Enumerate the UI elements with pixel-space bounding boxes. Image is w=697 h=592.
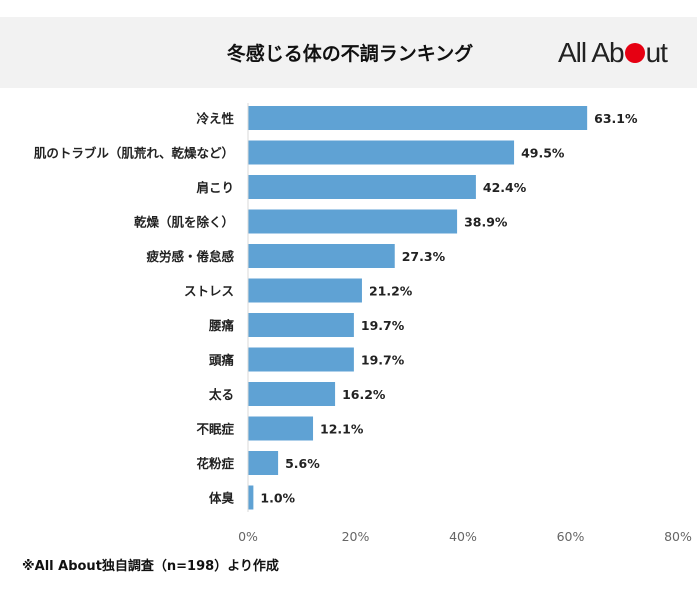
data-label: 1.0% <box>260 491 295 506</box>
bar <box>248 278 362 303</box>
red-dot-icon <box>624 43 645 63</box>
category-label: 肌のトラブル（肌荒れ、乾燥など） <box>33 146 234 161</box>
footnote: ※All About独自調査（n=198）より作成 <box>22 559 279 574</box>
data-label: 21.2% <box>369 284 413 299</box>
category-label: 頭痛 <box>209 353 235 368</box>
category-label: 乾燥（肌を除く） <box>134 215 234 230</box>
category-label: 太る <box>209 387 234 402</box>
header-band: 冬感じる体の不調ランキング All Ab ut <box>0 17 697 88</box>
x-tick-label: 20% <box>342 529 370 544</box>
bar <box>248 382 336 406</box>
chart-title: 冬感じる体の不調ランキング <box>226 43 474 65</box>
data-label: 63.1% <box>594 111 638 126</box>
category-label: 不眠症 <box>196 422 234 437</box>
data-label: 42.4% <box>483 180 527 195</box>
data-label: 19.7% <box>361 353 405 368</box>
data-label: 49.5% <box>521 146 565 161</box>
data-label: 19.7% <box>361 318 405 333</box>
category-label: 腰痛 <box>208 318 235 333</box>
data-label: 12.1% <box>320 422 364 437</box>
bar <box>248 175 476 199</box>
category-label: 花粉症 <box>196 456 234 471</box>
data-label: 38.9% <box>464 215 508 230</box>
bar <box>248 313 354 337</box>
bar <box>248 347 354 372</box>
category-label: 冷え性 <box>196 111 234 126</box>
bar <box>248 485 254 510</box>
x-tick-label: 40% <box>449 529 477 544</box>
bar <box>248 140 515 165</box>
bar <box>248 244 395 268</box>
data-label: 27.3% <box>402 249 446 264</box>
x-tick-label: 60% <box>557 529 585 544</box>
x-tick-label: 80% <box>664 529 692 544</box>
x-tick-label: 0% <box>238 529 258 544</box>
allabout-logo: All Ab ut <box>558 37 668 68</box>
category-label: 肩こり <box>196 180 234 195</box>
category-label: 体臭 <box>209 491 235 506</box>
bar <box>248 451 279 475</box>
data-label: 16.2% <box>342 387 386 402</box>
category-label: ストレス <box>184 284 234 299</box>
bar <box>248 416 314 441</box>
bar <box>248 106 588 130</box>
data-label: 5.6% <box>285 456 320 471</box>
bar <box>248 209 458 234</box>
category-label: 疲労感・倦怠感 <box>146 249 234 264</box>
